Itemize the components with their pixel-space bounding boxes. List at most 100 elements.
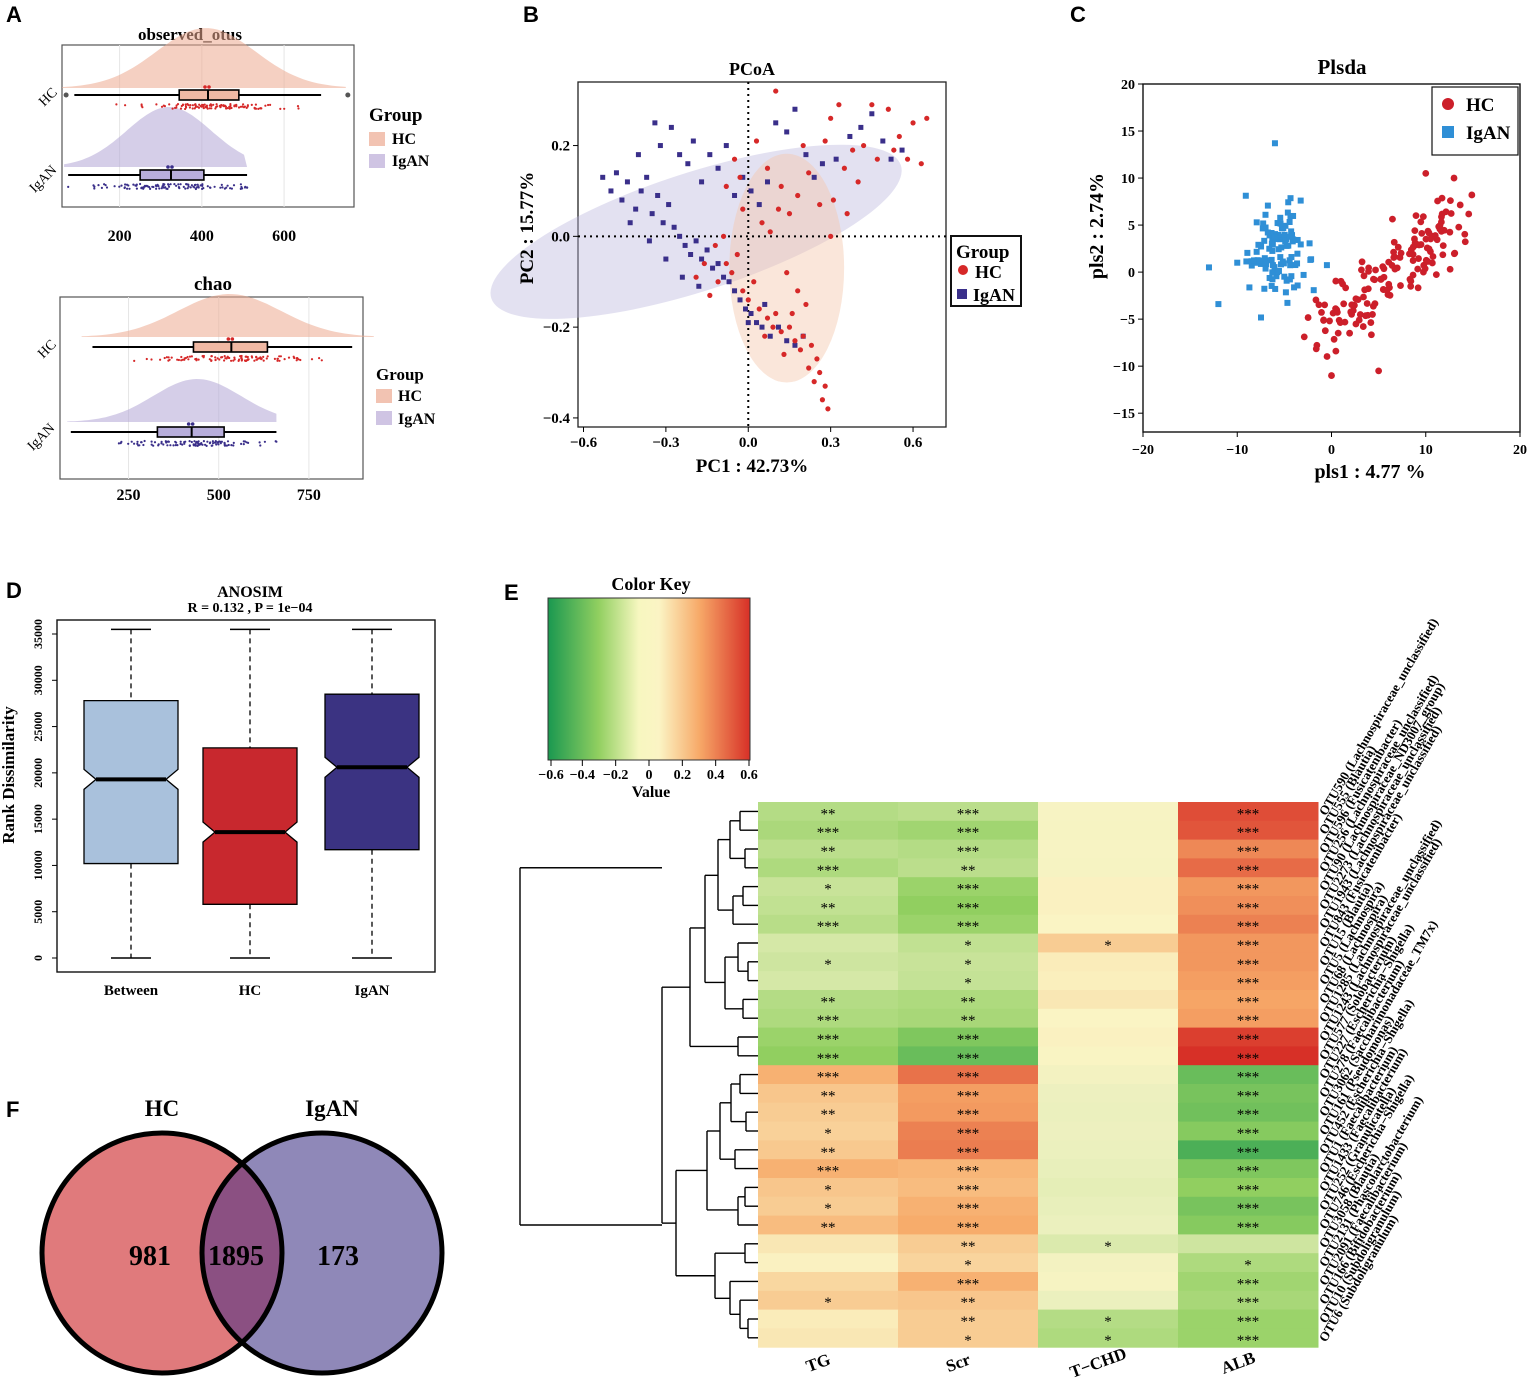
a2-ylabel-hc: HC: [35, 337, 59, 361]
hc-point: [1390, 248, 1398, 256]
raw-point: [223, 355, 226, 358]
panel-label-c: C: [1070, 2, 1086, 27]
significance-stars: ***: [817, 1070, 840, 1086]
significance-stars: ***: [1237, 806, 1260, 822]
raw-point: [187, 185, 190, 188]
heatmap-cell: [1038, 1065, 1179, 1085]
f-count-igan-only: 173: [317, 1241, 359, 1272]
mean-point: [186, 422, 191, 426]
raw-point: [194, 105, 197, 109]
heatmap-cell: [898, 914, 1039, 935]
raw-point: [186, 103, 189, 106]
igan-point: [1294, 260, 1301, 267]
igan-point: [688, 252, 694, 257]
significance-stars: ***: [817, 863, 840, 879]
c-yticks: 20 15 10 5 0 −5 −10 −15: [1113, 78, 1143, 422]
raw-point: [126, 187, 129, 190]
raw-point: [140, 441, 143, 444]
significance-stars: ***: [1237, 1333, 1260, 1349]
a1-legend-swatch-igan: [369, 154, 385, 168]
igan-point: [1288, 254, 1295, 261]
c-xlabel: pls1 : 4.77 %: [1314, 461, 1425, 483]
raw-point: [167, 183, 170, 186]
raw-point: [217, 443, 220, 446]
heatmap-cell: [898, 1272, 1039, 1292]
raw-point: [221, 186, 224, 189]
raw-point: [250, 103, 253, 106]
raw-point: [246, 186, 249, 189]
raw-point: [187, 358, 190, 361]
raw-point: [228, 107, 231, 110]
raw-point: [242, 443, 245, 446]
significance-stars: **: [961, 1314, 976, 1330]
raw-point: [202, 440, 205, 443]
heatmap-cell: [1178, 896, 1319, 916]
igan-point: [1300, 271, 1307, 278]
significance-stars: ***: [957, 1220, 980, 1236]
hc-point: [1386, 291, 1394, 299]
hc-point: [1407, 282, 1415, 290]
heatmap-cell: [898, 1178, 1039, 1198]
heatmap-cell: [758, 1140, 899, 1160]
c-xtick-label: −10: [1226, 443, 1248, 458]
heatmap-cell: [1178, 1121, 1319, 1141]
f-circle-hc-outline: [39, 1130, 285, 1376]
raw-point: [197, 440, 200, 443]
raw-point: [173, 183, 176, 186]
igan-point: [1243, 258, 1250, 265]
heatmap-cell: [898, 1121, 1039, 1141]
heatmap-cell: [1038, 1102, 1179, 1123]
hc-point: [1397, 282, 1404, 289]
igan-point: [1256, 257, 1263, 264]
c-legend-igan: IgAN: [1466, 123, 1511, 144]
raw-point: [283, 358, 286, 361]
igan-point: [833, 156, 839, 162]
raw-point: [176, 444, 179, 447]
igan-point: [1283, 277, 1290, 284]
c-xtick-label: 0: [1328, 443, 1335, 458]
raw-point: [233, 105, 236, 108]
raw-point: [251, 356, 254, 359]
significance-stars: ***: [957, 825, 980, 841]
hc-point: [1326, 317, 1333, 325]
significance-stars: *: [824, 882, 832, 898]
igan-point: [819, 161, 825, 167]
significance-stars: ***: [1237, 1164, 1260, 1180]
raw-point: [193, 183, 196, 187]
hc-point: [1409, 243, 1417, 251]
raw-point: [181, 103, 185, 107]
panel-label-e: E: [504, 580, 519, 605]
raw-point: [230, 444, 233, 447]
significance-stars: ***: [817, 1032, 840, 1048]
raw-point: [225, 444, 228, 447]
hc-point: [1364, 311, 1372, 319]
heatmap-cell: [898, 802, 1039, 822]
heatmap-cell: [1178, 802, 1319, 822]
b-ytick-label: 0.0: [551, 229, 570, 245]
raw-point: [202, 103, 205, 107]
hc-point: [1369, 302, 1377, 310]
raw-point: [233, 356, 236, 359]
significance-stars: ***: [817, 1164, 840, 1180]
significance-stars: ***: [1237, 1220, 1260, 1236]
igan-point: [748, 311, 754, 317]
hc-point: [1360, 293, 1367, 301]
igan-point: [759, 324, 765, 330]
a2-legend-swatch-igan: [376, 411, 392, 425]
raw-point: [174, 444, 177, 447]
heatmap-cell: [898, 896, 1039, 916]
raw-point: [143, 184, 147, 187]
hc-point: [745, 297, 751, 303]
a1-legend-swatch-hc: [369, 132, 385, 146]
hc-point: [1358, 266, 1365, 274]
heatmap-cell: [898, 1140, 1039, 1160]
heatmap-cell: [758, 1178, 899, 1198]
raw-point: [167, 440, 170, 443]
hc-point: [789, 310, 795, 317]
mean-point: [207, 85, 211, 89]
heatmap-cell: [1178, 1309, 1319, 1329]
igan-point: [811, 174, 817, 180]
significance-stars: ***: [1237, 976, 1260, 992]
hc-point: [764, 315, 771, 321]
significance-stars: **: [961, 863, 976, 879]
